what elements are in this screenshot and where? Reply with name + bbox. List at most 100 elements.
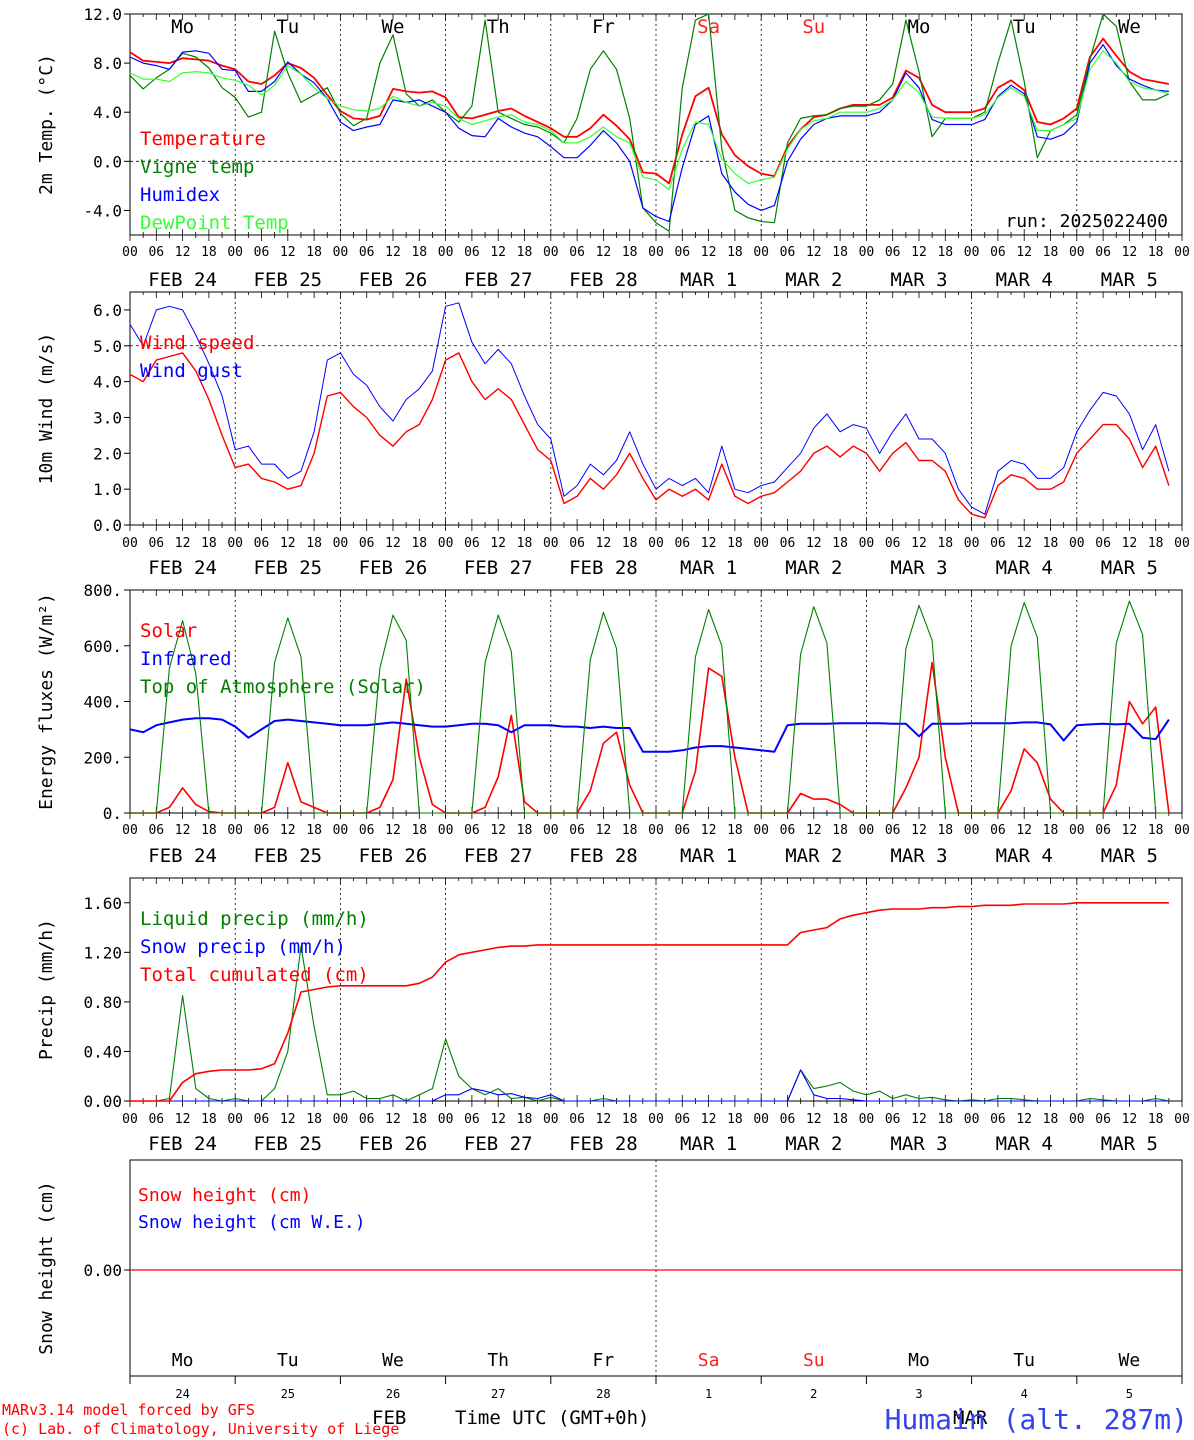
x-hour-label: 06 — [254, 823, 270, 838]
x-hour-label: 00 — [753, 536, 769, 551]
y-tick-label: 600. — [83, 637, 122, 656]
y-tick-label: 2.0 — [93, 444, 122, 463]
x-hour-label: 12 — [280, 1112, 296, 1127]
x-date-label: MAR 4 — [996, 1133, 1053, 1155]
x-hour-label: 12 — [596, 823, 612, 838]
x-hour-label: 06 — [885, 245, 901, 260]
legend-entry: Top of Atmosphere (Solar) — [140, 676, 426, 698]
x-hour-label: 18 — [937, 536, 953, 551]
x-hour-label: 18 — [622, 536, 638, 551]
bottom-day-number: 26 — [386, 1387, 400, 1401]
x-hour-label: 18 — [1148, 1112, 1164, 1127]
x-hour-label: 12 — [1016, 536, 1032, 551]
x-hour-label: 06 — [990, 245, 1006, 260]
x-hour-label: 18 — [517, 1112, 533, 1127]
day-of-week-label: Sa — [697, 16, 720, 38]
series-line — [130, 901, 1169, 1102]
x-hour-label: 12 — [911, 823, 927, 838]
x-date-label: FEB 25 — [253, 269, 322, 291]
x-hour-label: 18 — [517, 245, 533, 260]
series-line — [129, 302, 1170, 515]
x-date-label: FEB 25 — [253, 845, 322, 867]
x-hour-label: 06 — [674, 823, 690, 838]
x-hour-label: 18 — [1148, 823, 1164, 838]
x-hour-label: 06 — [464, 245, 480, 260]
x-date-label: MAR 2 — [785, 1133, 842, 1155]
x-hour-label: 00 — [438, 1112, 454, 1127]
x-hour-label: 00 — [1174, 823, 1190, 838]
x-date-label: FEB 26 — [359, 845, 428, 867]
y-tick-label: -4.0 — [83, 201, 122, 220]
x-hour-label: 06 — [148, 823, 164, 838]
x-date-label: MAR 4 — [996, 557, 1053, 579]
x-hour-label: 18 — [832, 245, 848, 260]
x-hour-label: 00 — [227, 245, 243, 260]
x-hour-label: 12 — [490, 823, 506, 838]
footer-month-mar: MAR — [953, 1407, 988, 1429]
x-hour-label: 00 — [859, 536, 875, 551]
legend-entry: Humidex — [140, 184, 220, 206]
x-hour-label: 06 — [464, 1112, 480, 1127]
x-hour-label: 18 — [306, 823, 322, 838]
x-hour-label: 12 — [701, 1112, 717, 1127]
x-hour-label: 06 — [359, 536, 375, 551]
x-hour-label: 12 — [596, 536, 612, 551]
y-tick-label: 1.20 — [83, 943, 122, 962]
x-hour-label: 06 — [990, 823, 1006, 838]
y-tick-label: 4.0 — [93, 373, 122, 392]
y-tick-label: 12.0 — [83, 5, 122, 24]
x-date-label: MAR 5 — [1101, 557, 1158, 579]
x-hour-label: 06 — [569, 1112, 585, 1127]
x-hour-label: 18 — [411, 536, 427, 551]
x-date-label: MAR 5 — [1101, 845, 1158, 867]
x-hour-label: 00 — [1069, 823, 1085, 838]
day-of-week-label: Tu — [1013, 16, 1036, 38]
run-label: run: 2025022400 — [1005, 211, 1168, 232]
x-hour-label: 18 — [411, 823, 427, 838]
bottom-day-number: 24 — [175, 1387, 189, 1401]
x-hour-label: 06 — [1095, 245, 1111, 260]
day-of-week-label: We — [1118, 16, 1141, 38]
y-axis-label: Snow height (cm) — [36, 1181, 57, 1354]
x-hour-label: 18 — [727, 245, 743, 260]
x-hour-label: 00 — [1174, 1112, 1190, 1127]
x-hour-label: 18 — [727, 1112, 743, 1127]
bottom-day-number: 1 — [705, 1387, 712, 1401]
x-hour-label: 06 — [990, 536, 1006, 551]
x-hour-label: 12 — [806, 823, 822, 838]
x-hour-label: 12 — [596, 1112, 612, 1127]
x-date-label: FEB 26 — [359, 269, 428, 291]
x-hour-label: 18 — [517, 823, 533, 838]
x-hour-label: 12 — [806, 536, 822, 551]
y-tick-label: 200. — [83, 748, 122, 767]
x-hour-label: 06 — [569, 536, 585, 551]
x-hour-label: 06 — [990, 1112, 1006, 1127]
x-hour-label: 12 — [1122, 536, 1138, 551]
x-hour-label: 00 — [333, 823, 349, 838]
x-date-label: FEB 24 — [148, 1133, 217, 1155]
x-hour-label: 06 — [254, 536, 270, 551]
x-hour-label: 06 — [359, 1112, 375, 1127]
legend-entry: Total cumulated (cm) — [140, 964, 369, 986]
series-line — [129, 13, 1170, 232]
x-date-label: FEB 27 — [464, 845, 533, 867]
x-hour-label: 12 — [490, 536, 506, 551]
x-hour-label: 12 — [806, 245, 822, 260]
x-hour-label: 12 — [1122, 1112, 1138, 1127]
x-date-label: FEB 26 — [359, 557, 428, 579]
x-hour-label: 12 — [280, 536, 296, 551]
legend-entry: Wind gust — [140, 360, 243, 382]
x-hour-label: 00 — [753, 1112, 769, 1127]
x-hour-label: 18 — [306, 1112, 322, 1127]
bottom-day-label: Sa — [698, 1350, 720, 1371]
x-hour-label: 12 — [1016, 1112, 1032, 1127]
x-hour-label: 00 — [227, 823, 243, 838]
footer-station: Humain (alt. 287m) — [885, 1403, 1188, 1436]
x-hour-label: 18 — [201, 1112, 217, 1127]
x-hour-label: 06 — [780, 823, 796, 838]
bottom-day-label: Mo — [172, 1350, 194, 1371]
series-line — [130, 1069, 1169, 1102]
y-tick-label: 0.0 — [93, 152, 122, 171]
bottom-day-number: 4 — [1021, 1387, 1028, 1401]
